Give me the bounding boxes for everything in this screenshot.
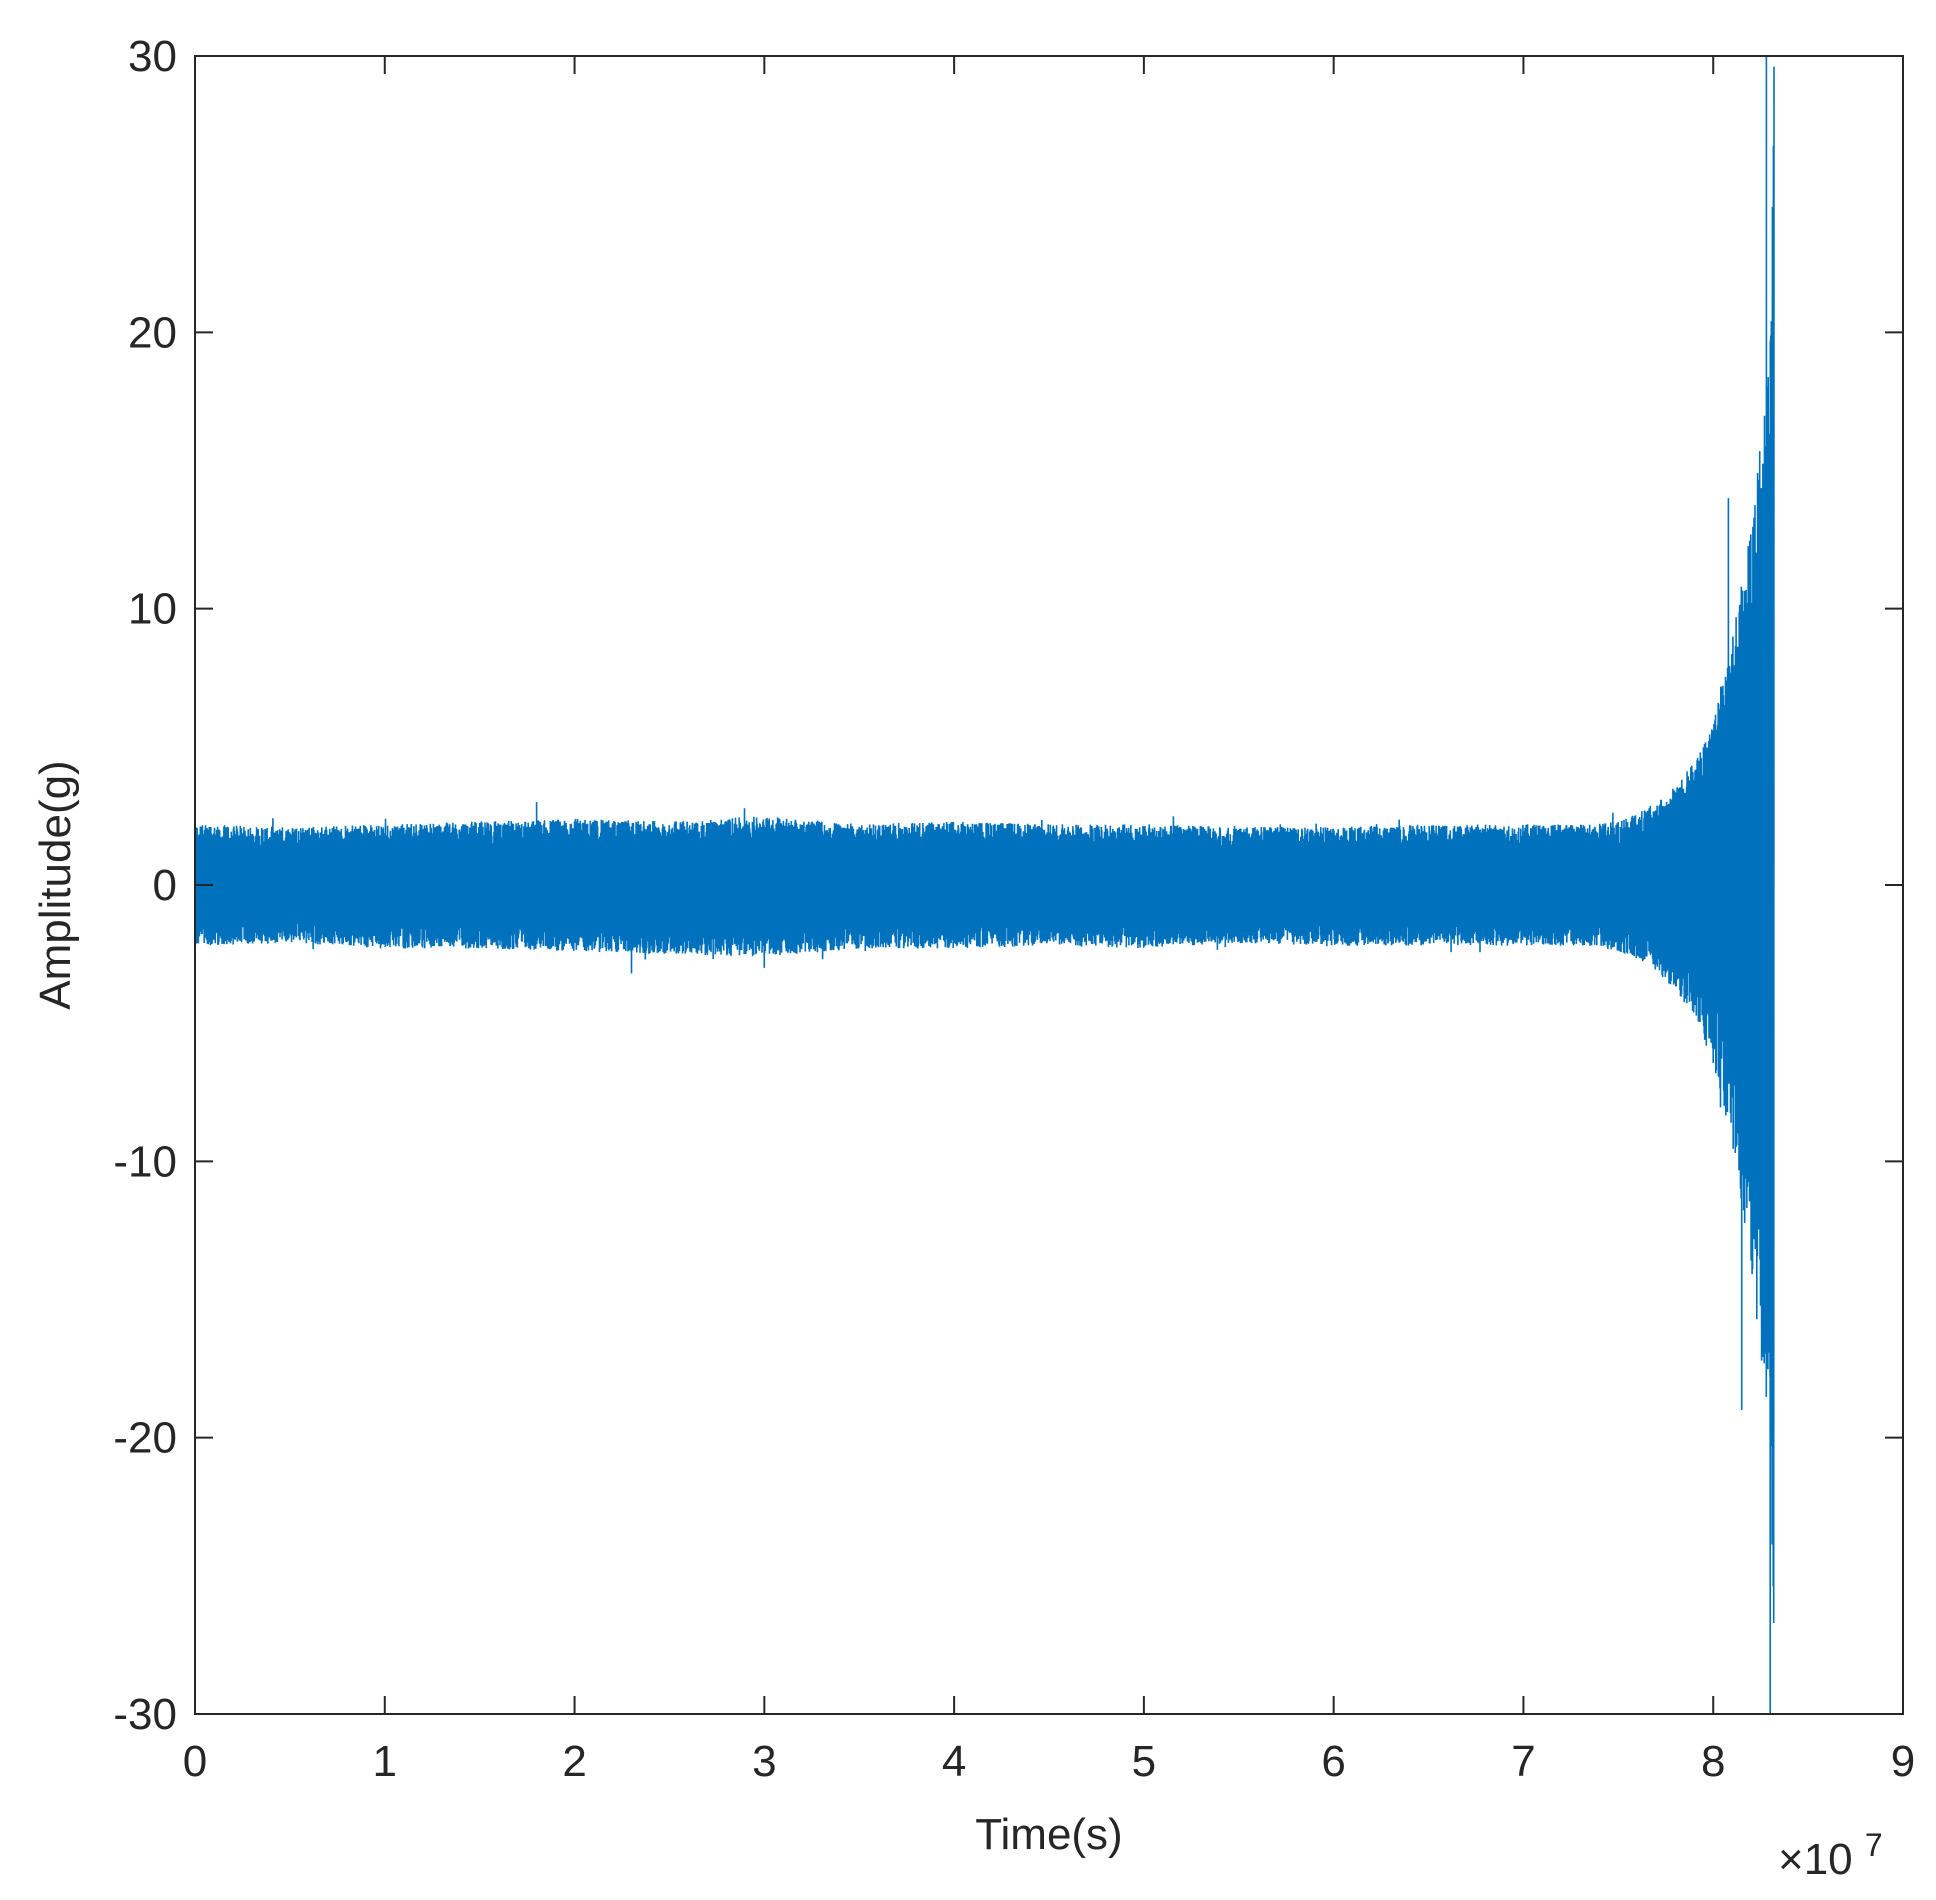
x-multiplier-exponent: 7	[1865, 1827, 1883, 1863]
x-axis-multiplier: ×10 7	[1778, 1827, 1883, 1884]
x-tick-label: 3	[752, 1737, 776, 1786]
y-tick-label: -10	[113, 1137, 177, 1186]
vibration-signal-line	[195, 56, 1775, 1714]
x-tick-label: 8	[1701, 1737, 1725, 1786]
tick-layer: 0 1 2 3 4 5 6 7 8 9 -30 -20 -10 0 10 20 30	[113, 32, 1915, 1786]
x-tick-label: 7	[1511, 1737, 1535, 1786]
x-tick-label: 0	[183, 1737, 207, 1786]
y-tick-label: 0	[153, 861, 177, 910]
x-tick-label: 1	[373, 1737, 397, 1786]
y-tick-label: 20	[128, 308, 177, 357]
y-tick-label: -30	[113, 1690, 177, 1739]
x-multiplier-base: ×10	[1778, 1835, 1853, 1884]
signal-layer	[195, 56, 1775, 1714]
x-tick-label: 4	[942, 1737, 966, 1786]
y-tick-label: 30	[128, 32, 177, 81]
x-tick-label: 9	[1891, 1737, 1915, 1786]
y-tick-label: 10	[128, 585, 177, 634]
y-axis-label: Amplitude(g)	[31, 760, 80, 1009]
x-axis-label: Time(s)	[975, 1810, 1122, 1859]
x-tick-label: 6	[1321, 1737, 1345, 1786]
x-tick-label: 5	[1132, 1737, 1156, 1786]
y-tick-label: -20	[113, 1414, 177, 1463]
x-tick-label: 2	[562, 1737, 586, 1786]
